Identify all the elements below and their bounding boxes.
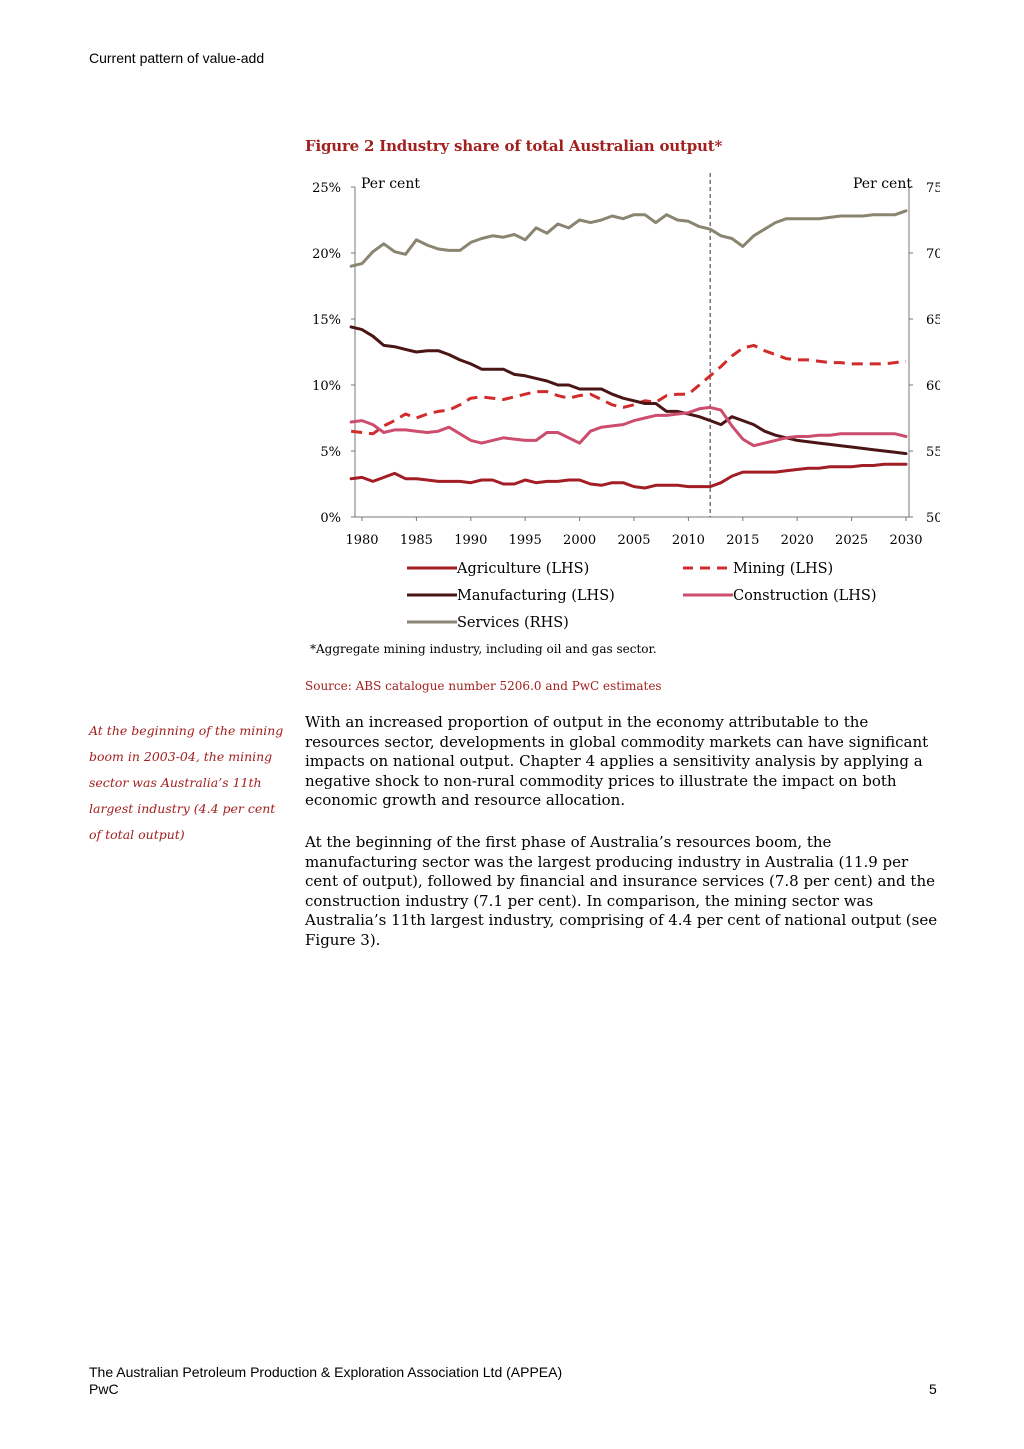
legend-label-mining: Mining (LHS) (733, 561, 833, 577)
x-tick-label: 2025 (835, 533, 868, 548)
x-tick-label: 1980 (345, 533, 378, 548)
legend-label-manufacturing: Manufacturing (LHS) (457, 588, 615, 604)
line-chart: 0% 5% 10% 15% 20% 25% 50% 55% 60% 65% 70% 75% Per ce… (312, 173, 940, 631)
footer-firm: PwC (89, 1381, 119, 1397)
left-tick-label: 0% (320, 511, 341, 526)
footer-organisation: The Australian Petroleum Production & Ex… (89, 1364, 563, 1380)
page-footer: The Australian Petroleum Production & Ex… (89, 1364, 562, 1398)
right-axis-unit-label: Per cent (853, 176, 912, 192)
x-tick-label: 2015 (726, 533, 759, 548)
left-axis-unit-label: Per cent (361, 176, 420, 192)
left-tick-label: 20% (312, 247, 341, 262)
x-tick-label: 2005 (617, 533, 650, 548)
legend-label-agriculture: Agriculture (LHS) (456, 561, 589, 577)
right-tick-label: 65% (926, 313, 940, 328)
figure-title: Figure 2 Industry share of total Austral… (305, 137, 723, 155)
right-tick-label: 70% (926, 247, 940, 262)
x-tick-label: 2030 (889, 533, 922, 548)
left-tick-label: 15% (312, 313, 341, 328)
left-tick-label: 25% (312, 181, 341, 196)
x-tick-label: 1985 (400, 533, 433, 548)
right-tick-label: 55% (926, 445, 940, 460)
x-tick-label: 2020 (781, 533, 814, 548)
legend-label-services: Services (RHS) (457, 615, 569, 631)
figure-source: Source: ABS catalogue number 5206.0 and … (305, 679, 662, 693)
right-tick-label: 50% (926, 511, 940, 526)
chart-lines (349, 209, 908, 490)
right-tick-label: 75% (926, 181, 940, 196)
series-line-agriculture (349, 462, 908, 490)
legend-label-construction: Construction (LHS) (733, 588, 877, 604)
margin-note: At the beginning of the mining boom in 2… (89, 723, 284, 842)
page-header: Current pattern of value-add (89, 50, 265, 66)
series-line-construction (349, 405, 908, 448)
chart-legend: Agriculture (LHS) Mining (LHS) Manufacturi… (407, 561, 877, 631)
left-tick-label: 5% (320, 445, 341, 460)
chart-axes: 0% 5% 10% 15% 20% 25% 50% 55% 60% 65% 70% 75% Per ce… (312, 173, 940, 548)
x-tick-label: 2010 (672, 533, 705, 548)
x-tick-label: 1995 (509, 533, 542, 548)
body-paragraph-1: With an increased proportion of output i… (305, 713, 929, 809)
x-tick-label: 2000 (563, 533, 596, 548)
body-paragraph-2: At the beginning of the first phase of A… (305, 833, 938, 949)
series-line-manufacturing (349, 325, 908, 456)
figure-footnote: *Aggregate mining industry, including oi… (310, 642, 657, 656)
x-tick-label: 1990 (454, 533, 487, 548)
series-line-services (349, 209, 908, 268)
right-tick-label: 60% (926, 379, 940, 394)
page-number: 5 (929, 1381, 937, 1397)
left-tick-label: 10% (312, 379, 341, 394)
series-line-mining (350, 343, 907, 436)
